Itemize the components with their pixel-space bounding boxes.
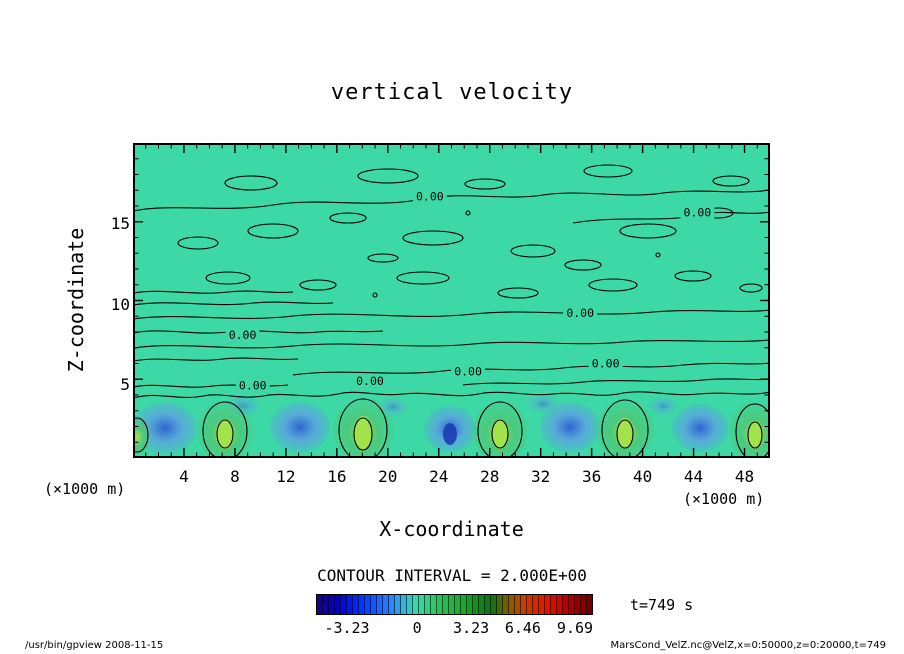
colorbar-stripe [425,595,431,614]
svg-text:0.00: 0.00 [454,364,482,378]
svg-text:0.00: 0.00 [356,374,384,388]
colorbar-stripe [419,595,425,614]
colorbar-stripe [539,595,545,614]
colorbar-stripe [485,595,491,614]
colorbar-stripe [509,595,515,614]
colorbar-stripe [473,595,479,614]
colorbar-stripe [365,595,371,614]
colorbar-tick-labels: -3.23 0 3.23 6.46 9.69 [316,619,593,637]
colorbar-stripe [323,595,329,614]
colorbar-stripe [377,595,383,614]
x-tick-label: 32 [531,467,551,486]
colorbar-stripe [443,595,449,614]
colorbar-stripe [383,595,389,614]
colorbar-tick-label: 6.46 [504,619,541,637]
colorbar-stripe [431,595,437,614]
colorbar-stripe [371,595,377,614]
y-axis-unit-label: (×1000 m) [44,480,126,498]
colorbar-stripe [467,595,473,614]
x-tick-label: 20 [378,467,398,486]
x-axis-tick-labels: 4 8 12 16 20 24 28 32 36 40 44 48 [133,467,770,487]
colorbar-tick-label: 9.69 [556,619,594,637]
contour-value-labels: 0.00 0.00 0.00 0.00 0.00 0.00 0.00 0.00 [225,189,715,393]
y-tick-label: 15 [110,214,130,233]
svg-text:0.00: 0.00 [592,357,620,371]
colorbar-stripe [491,595,497,614]
colorbar-stripe [527,595,533,614]
colorbar-tick-label: 0 [412,619,422,637]
colorbar-stripe [551,595,557,614]
svg-text:0.00: 0.00 [416,190,444,204]
colorbar-stripe [503,595,509,614]
colorbar-stripe [335,595,341,614]
contour-interval-label: CONTOUR INTERVAL = 2.000E+00 [317,566,587,585]
svg-text:0.00: 0.00 [566,306,594,320]
x-axis-label: X-coordinate [379,517,524,541]
colorbar-stripe [359,595,365,614]
x-tick-label: 16 [327,467,347,486]
page-title: vertical velocity [330,80,574,105]
colorbar-tick-label: -3.23 [324,619,370,637]
x-tick-label: 8 [230,467,240,486]
colorbar-stripe [461,595,467,614]
svg-text:0.00: 0.00 [239,379,267,393]
x-tick-label: 44 [683,467,704,486]
contour-plot: 0.00 0.00 0.00 0.00 0.00 0.00 0.00 0.00 [133,143,770,458]
y-axis-tick-labels: 15 10 5 [90,214,130,394]
x-tick-label: 40 [632,467,653,486]
x-tick-label: 28 [480,467,500,486]
colorbar-stripe [497,595,503,614]
colorbar-stripe [347,595,353,614]
colorbar-stripe [329,595,335,614]
colorbar-stripe [587,595,592,614]
colorbar-stripe [395,595,401,614]
svg-text:0.00: 0.00 [684,205,712,219]
x-axis-unit-label: (×1000 m) [683,490,765,508]
colorbar-stripe [401,595,407,614]
footer-command-date: /usr/bin/gpview 2008-11-15 [25,640,164,651]
colorbar [316,594,593,615]
footer-dataset-info: MarsCond_VelZ.nc@VelZ,x=0:50000,z=0:2000… [610,640,886,651]
colorbar-stripe [389,595,395,614]
time-label: t=749 s [630,596,694,614]
colorbar-stripe [569,595,575,614]
y-tick-label: 10 [110,294,130,314]
x-tick-label: 4 [179,467,189,486]
colorbar-stripe [557,595,563,614]
downdraft-core [443,423,457,445]
colorbar-stripe [479,595,485,614]
colorbar-stripe [407,595,413,614]
x-tick-label: 12 [276,467,296,486]
y-tick-label: 5 [120,375,130,394]
x-tick-label: 24 [429,467,449,486]
svg-text:0.00: 0.00 [229,328,257,342]
colorbar-stripe [449,595,455,614]
contour-lines [133,164,770,458]
colorbar-stripe [545,595,551,614]
colorbar-stripe [575,595,581,614]
x-tick-label: 36 [581,467,602,486]
colorbar-stripe [533,595,539,614]
colorbar-stripe [515,595,521,614]
colorbar-stripe [413,595,419,614]
x-tick-label: 48 [734,467,755,486]
colorbar-stripe [317,595,323,614]
axis-tick-marks [135,145,768,456]
colorbar-stripe [455,595,461,614]
colorbar-stripe [563,595,569,614]
colorbar-stripe [581,595,587,614]
plot-frame [133,143,770,458]
colorbar-stripe [353,595,359,614]
colorbar-stripe [437,595,443,614]
colorbar-stripe [521,595,527,614]
colorbar-tick-label: 3.23 [453,619,490,637]
colorbar-stripe [341,595,347,614]
y-axis-label: Z-coordinate [64,227,88,373]
updraft-plumes [133,398,770,458]
